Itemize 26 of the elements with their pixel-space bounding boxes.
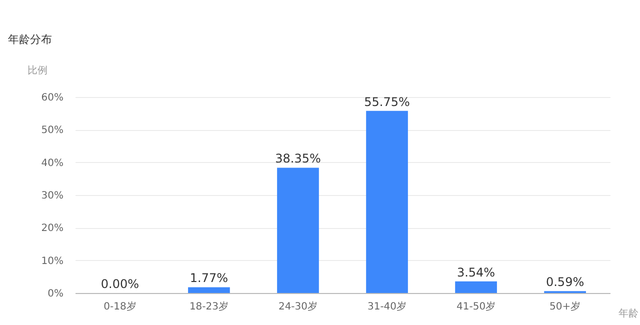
bar [366,110,408,293]
data-label: 0.59% [546,275,584,290]
chart-title: 年龄分布 [8,33,52,46]
y-tick-label: 0% [48,288,64,300]
x-tick-label: 24-30岁 [278,300,318,312]
bar [277,168,319,293]
y-tick-label: 20% [41,223,64,234]
data-label: 38.35% [275,152,321,166]
y-tick-label: 50% [41,125,64,136]
bar [188,287,230,293]
data-label: 0.00% [100,277,140,291]
x-tick-label: 18-23岁 [189,300,229,312]
data-label: 3.54% [456,265,496,280]
data-label: 55.75% [364,94,410,109]
x-tick-label: 50+岁 [549,300,581,312]
y-axis-title: 比例 [28,64,48,76]
x-tick-label: 31-40岁 [367,300,407,312]
y-tick-label: 40% [41,158,64,169]
y-tick-label: 30% [41,190,64,202]
x-tick-label: 0-18岁 [104,300,136,312]
y-tick-label: 10% [41,256,64,267]
x-tick-label: 41-50岁 [456,300,496,312]
data-label: 1.77% [190,271,228,286]
y-tick-label: 60% [41,92,64,104]
x-axis-title: 年龄 [618,308,638,320]
bar [455,281,497,293]
